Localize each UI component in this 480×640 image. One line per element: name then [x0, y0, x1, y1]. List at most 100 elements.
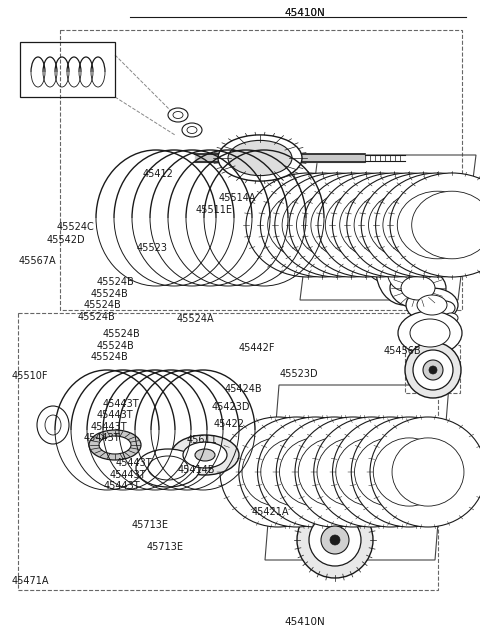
Ellipse shape: [340, 191, 420, 259]
Text: 45410N: 45410N: [285, 617, 325, 627]
Text: 45443T: 45443T: [103, 399, 139, 409]
Ellipse shape: [311, 191, 392, 259]
Text: 45443T: 45443T: [84, 433, 120, 444]
Text: 45443T: 45443T: [90, 422, 127, 432]
Ellipse shape: [398, 311, 462, 355]
Text: 45524C: 45524C: [57, 222, 95, 232]
Text: 45524B: 45524B: [90, 352, 128, 362]
Ellipse shape: [370, 222, 406, 268]
Ellipse shape: [383, 191, 464, 259]
Ellipse shape: [330, 535, 340, 545]
Ellipse shape: [309, 514, 361, 566]
Ellipse shape: [295, 488, 325, 528]
Ellipse shape: [168, 108, 188, 122]
Ellipse shape: [387, 249, 421, 291]
Text: 45443T: 45443T: [109, 470, 146, 480]
Ellipse shape: [220, 417, 336, 527]
Text: 45421A: 45421A: [252, 507, 289, 517]
Ellipse shape: [268, 191, 348, 259]
Ellipse shape: [261, 438, 333, 506]
Ellipse shape: [218, 135, 302, 181]
Text: 45443T: 45443T: [116, 458, 152, 468]
Bar: [18, 313, 438, 590]
Text: 45523D: 45523D: [279, 369, 318, 380]
Ellipse shape: [392, 438, 464, 506]
Ellipse shape: [376, 235, 432, 305]
Ellipse shape: [321, 526, 349, 554]
Ellipse shape: [99, 436, 131, 454]
Ellipse shape: [275, 173, 399, 277]
Ellipse shape: [239, 417, 355, 527]
Ellipse shape: [242, 438, 314, 506]
Ellipse shape: [410, 319, 450, 347]
Ellipse shape: [89, 430, 141, 460]
Text: 45443T: 45443T: [96, 410, 133, 420]
Ellipse shape: [195, 449, 215, 461]
Ellipse shape: [435, 301, 455, 315]
Ellipse shape: [332, 173, 456, 277]
Text: 45443T: 45443T: [103, 481, 140, 492]
Ellipse shape: [417, 295, 447, 315]
Ellipse shape: [304, 173, 428, 277]
Text: 45542D: 45542D: [47, 235, 85, 245]
Ellipse shape: [375, 173, 480, 277]
Ellipse shape: [298, 438, 370, 506]
Ellipse shape: [257, 417, 373, 527]
Ellipse shape: [297, 191, 377, 259]
Ellipse shape: [136, 449, 200, 487]
Ellipse shape: [390, 268, 446, 308]
Text: 45713E: 45713E: [132, 520, 169, 530]
Ellipse shape: [305, 498, 365, 542]
Text: 45471A: 45471A: [12, 576, 49, 586]
Text: 45524A: 45524A: [177, 314, 214, 324]
Text: 45410N: 45410N: [285, 8, 325, 18]
Ellipse shape: [148, 456, 188, 480]
Ellipse shape: [297, 502, 373, 578]
Ellipse shape: [412, 191, 480, 259]
Ellipse shape: [317, 507, 353, 533]
Ellipse shape: [182, 123, 202, 137]
Text: 45511E: 45511E: [196, 205, 233, 215]
Ellipse shape: [276, 417, 392, 527]
Ellipse shape: [413, 350, 453, 390]
Text: 45524B: 45524B: [90, 289, 128, 299]
Ellipse shape: [183, 442, 227, 468]
Ellipse shape: [390, 173, 480, 277]
Ellipse shape: [303, 498, 317, 518]
Text: 45524B: 45524B: [103, 329, 141, 339]
Ellipse shape: [405, 342, 461, 398]
Text: 45524B: 45524B: [96, 340, 134, 351]
Bar: [60, 30, 462, 310]
Ellipse shape: [279, 438, 351, 506]
Text: 45456B: 45456B: [384, 346, 421, 356]
Text: 45524B: 45524B: [84, 300, 122, 310]
Text: 45442F: 45442F: [239, 342, 276, 353]
Ellipse shape: [406, 288, 458, 322]
Ellipse shape: [171, 435, 239, 475]
Ellipse shape: [355, 438, 426, 506]
Ellipse shape: [317, 438, 389, 506]
Text: 45713E: 45713E: [146, 542, 183, 552]
Text: 45611: 45611: [186, 435, 217, 445]
Text: 45524B: 45524B: [96, 277, 134, 287]
Ellipse shape: [246, 173, 370, 277]
Ellipse shape: [173, 111, 183, 118]
Ellipse shape: [289, 173, 413, 277]
Ellipse shape: [318, 173, 442, 277]
Text: 45424B: 45424B: [225, 384, 262, 394]
Ellipse shape: [187, 127, 197, 134]
Ellipse shape: [444, 313, 458, 323]
Ellipse shape: [45, 415, 61, 435]
Text: 45410N: 45410N: [285, 8, 325, 18]
Text: 45422: 45422: [214, 419, 245, 429]
Text: 45510F: 45510F: [12, 371, 48, 381]
Ellipse shape: [333, 417, 448, 527]
Ellipse shape: [336, 438, 408, 506]
Ellipse shape: [351, 417, 467, 527]
Ellipse shape: [347, 173, 471, 277]
Text: 45514A: 45514A: [218, 193, 256, 204]
Ellipse shape: [401, 276, 435, 300]
Ellipse shape: [429, 366, 437, 374]
Text: 45523: 45523: [137, 243, 168, 253]
Ellipse shape: [295, 417, 411, 527]
